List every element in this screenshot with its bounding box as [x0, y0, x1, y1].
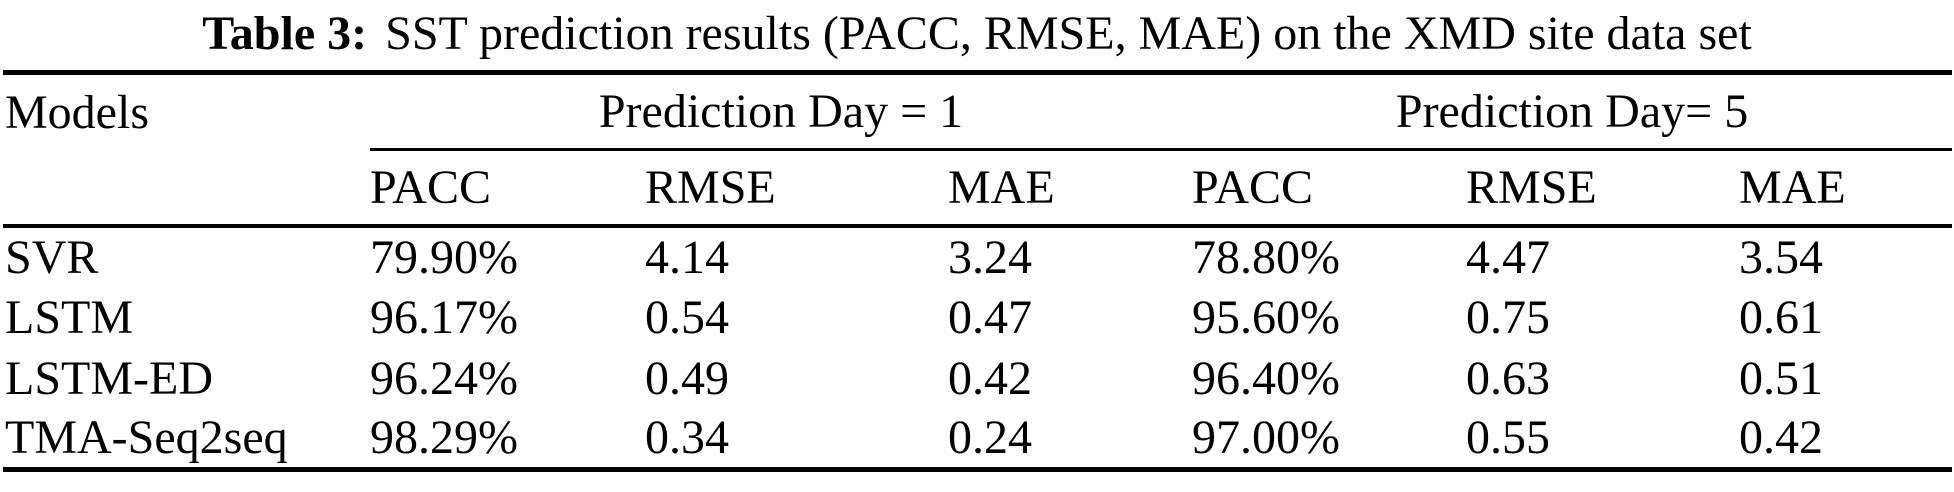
- table-cell: 95.60%: [1192, 290, 1341, 344]
- table-caption: Table 3: SST prediction results (PACC, RM…: [0, 0, 1954, 70]
- table-row-lstm-ed: LSTM-ED 96.24% 0.49 0.42 96.40% 0.63 0.5…: [3, 348, 1952, 409]
- table-cell: 96.17%: [370, 290, 518, 344]
- table-cell: 98.29%: [370, 411, 518, 465]
- table-cell: 0.55: [1466, 411, 1551, 465]
- table-row-tma-seq2seq: TMA-Seq2seq 98.29% 0.34 0.24 97.00% 0.55…: [3, 409, 1952, 470]
- column-header-rmse-day1: RMSE: [645, 149, 948, 228]
- column-header-mae-day1: MAE: [948, 149, 1193, 228]
- column-header-pacc-day1: PACC: [370, 149, 645, 228]
- table-cell: 78.80%: [1192, 230, 1341, 284]
- table-cell: 0.49: [645, 351, 729, 405]
- column-header-mae-day5: MAE: [1739, 149, 1953, 228]
- table-cell: 0.75: [1466, 290, 1551, 344]
- table-cell: 4.14: [645, 230, 729, 284]
- header-sub-row: PACC RMSE MAE PACC RMSE MAE: [3, 149, 1953, 228]
- model-name-cell: LSTM: [5, 290, 134, 344]
- table-caption-label: Table 3:: [202, 7, 368, 60]
- table-cell: 3.54: [1739, 230, 1824, 284]
- table-cell: 0.24: [948, 411, 1032, 465]
- table-cell: 0.61: [1739, 290, 1824, 344]
- model-name-cell: TMA-Seq2seq: [5, 411, 288, 465]
- table-cell: 96.40%: [1192, 351, 1341, 405]
- header-group-row: Models Prediction Day = 1 Prediction Day…: [3, 72, 1953, 151]
- model-name-cell: SVR: [5, 230, 99, 284]
- table-cell: 96.24%: [370, 351, 518, 405]
- table-cell: 0.63: [1466, 351, 1551, 405]
- table-cell: 97.00%: [1192, 411, 1341, 465]
- table-cell: 0.42: [1739, 411, 1824, 465]
- table-caption-text: SST prediction results (PACC, RMSE, MAE)…: [385, 7, 1752, 60]
- table-cell: 3.24: [948, 230, 1032, 284]
- table-cell: 0.47: [948, 290, 1032, 344]
- table-cell: 0.54: [645, 290, 729, 344]
- model-name-cell: LSTM-ED: [5, 351, 213, 405]
- table-row-lstm: LSTM 96.17% 0.54 0.47 95.60% 0.75 0.61: [3, 287, 1952, 348]
- column-group-prediction-day-1: Prediction Day = 1: [370, 72, 1193, 151]
- column-group-prediction-day-5: Prediction Day= 5: [1192, 72, 1953, 151]
- table-cell: 0.42: [948, 351, 1032, 405]
- results-table: Models Prediction Day = 1 Prediction Day…: [3, 70, 1953, 472]
- column-header-rmse-day5: RMSE: [1466, 149, 1740, 228]
- table-row-svr: SVR 79.90% 4.14 3.24 78.80% 4.47 3.54: [3, 226, 1952, 287]
- table-cell: 4.47: [1466, 230, 1551, 284]
- column-header-pacc-day5: PACC: [1192, 149, 1467, 228]
- column-header-models: Models: [5, 85, 149, 139]
- table-cell: 0.34: [645, 411, 729, 465]
- table-cell: 79.90%: [370, 230, 518, 284]
- table-cell: 0.51: [1739, 351, 1824, 405]
- column-header-empty: [3, 149, 370, 228]
